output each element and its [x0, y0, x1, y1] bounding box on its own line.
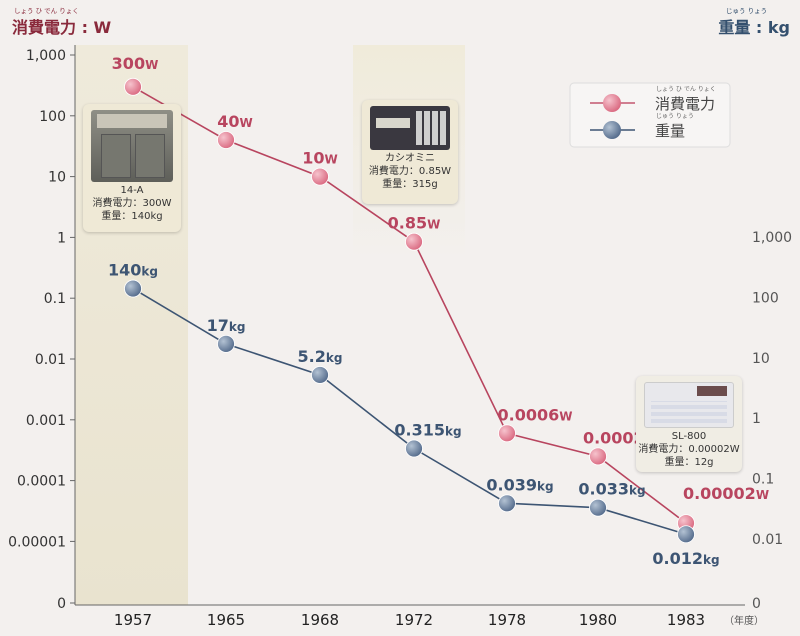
- legend-weight-ruby: じゅう りょう: [656, 113, 694, 120]
- card-weight: 重量：12g: [664, 457, 714, 468]
- right-tick-label: 100: [752, 290, 779, 306]
- data-label: 0.012kg: [652, 549, 719, 568]
- left-tick-label: 0.001: [26, 413, 66, 429]
- card-model: カシオミニ: [385, 153, 435, 164]
- sl800-image: [644, 382, 734, 428]
- legend: しょう ひ でん りょく 消費電力 じゅう りょう 重量: [569, 82, 731, 148]
- x-tick-label: 1983: [667, 611, 705, 629]
- left-tick-label: 100: [39, 109, 66, 125]
- x-tick-label: 1978: [488, 611, 526, 629]
- data-point-marker: [405, 232, 423, 251]
- data-label: 10W: [302, 149, 338, 168]
- casio-mini-image: [370, 106, 450, 150]
- right-tick-label: 10: [752, 351, 770, 367]
- desk-calculator-image: [91, 110, 173, 182]
- right-tick-label: 0.01: [752, 532, 783, 548]
- card-model: 14-A: [120, 185, 144, 196]
- product-card-14a: 14-A 消費電力：300W 重量：140kg: [83, 104, 181, 232]
- left-tick-label: 0.0001: [17, 474, 66, 490]
- x-tick-label: 1965: [207, 611, 245, 629]
- data-label: 40W: [217, 112, 253, 131]
- data-label: 140kg: [108, 261, 158, 280]
- x-ticks: 1957 1965 1968 1972 1978 1980 1983 （年度）: [114, 611, 764, 629]
- left-tick-label: 0.01: [35, 352, 66, 368]
- left-tick-label: 1: [57, 230, 66, 246]
- left-tick-label: 10: [48, 170, 66, 186]
- right-tick-label: 0: [752, 596, 761, 612]
- data-label: 0.039kg: [486, 475, 553, 494]
- right-ticks: 1,000 100 10 1 0.1 0.01 0: [752, 230, 792, 612]
- data-point-marker: [217, 131, 235, 149]
- data-point-marker: [217, 334, 235, 353]
- data-label: 0.033kg: [578, 480, 645, 499]
- legend-marker-weight: [603, 121, 621, 139]
- data-label: 0.315kg: [394, 421, 461, 440]
- card-weight: 重量：315g: [382, 179, 438, 190]
- legend-marker-power: [603, 94, 621, 112]
- x-tick-label: 1968: [301, 611, 339, 629]
- right-axis-label: 重量 : kg: [718, 18, 790, 37]
- data-label: 5.2kg: [298, 347, 343, 366]
- data-label: 0.85W: [388, 214, 441, 233]
- left-tick-label: 0: [57, 596, 66, 612]
- right-tick-label: 1: [752, 411, 761, 427]
- card-power: 消費電力：300W: [92, 198, 172, 209]
- card-weight: 重量：140kg: [101, 211, 163, 222]
- x-tick-label: 1980: [579, 611, 617, 629]
- right-tick-label: 1,000: [752, 230, 792, 246]
- left-axis-ruby: しょう ひ でん りょく: [14, 7, 79, 15]
- data-point-marker: [589, 498, 607, 517]
- left-tick-label: 0.1: [44, 291, 66, 307]
- card-model: SL-800: [671, 431, 707, 442]
- left-axis-label: 消費電力 : W: [12, 18, 112, 37]
- data-label: 17kg: [207, 316, 246, 335]
- series-markers: [124, 77, 695, 544]
- left-ticks: 1,000 100 10 1 0.1 0.01 0.001 0.0001 0.00001 0: [8, 48, 75, 612]
- product-card-casio-mini: カシオミニ 消費電力：0.85W 重量：315g: [362, 100, 458, 204]
- legend-power-ruby: しょう ひ でん りょく: [656, 86, 716, 93]
- legend-power-label: 消費電力: [655, 95, 715, 113]
- data-point-marker: [677, 525, 695, 544]
- x-tick-label: 1972: [395, 611, 433, 629]
- legend-weight-label: 重量: [655, 122, 685, 140]
- data-point-marker: [124, 77, 142, 96]
- data-label: 300W: [112, 54, 159, 73]
- right-axis-ruby: じゅう りょう: [726, 7, 767, 15]
- data-point-marker: [311, 366, 329, 384]
- data-point-marker: [498, 494, 516, 513]
- data-label: 0.00002W: [683, 484, 769, 503]
- data-point-marker: [405, 439, 423, 458]
- data-point-marker: [124, 279, 142, 298]
- left-tick-label: 1,000: [26, 48, 66, 64]
- x-tick-label: 1957: [114, 611, 152, 629]
- right-tick-label: 0.1: [752, 472, 774, 488]
- product-card-sl800: SL-800 消費電力：0.00002W 重量：12g: [636, 376, 742, 472]
- left-tick-label: 0.00001: [8, 534, 66, 550]
- data-label: 0.0006W: [498, 405, 573, 424]
- card-power: 消費電力：0.00002W: [638, 444, 740, 455]
- card-power: 消費電力：0.85W: [368, 166, 452, 177]
- x-axis-suffix: （年度）: [724, 614, 764, 627]
- data-point-marker: [311, 167, 329, 186]
- data-point-marker: [498, 424, 516, 443]
- data-point-marker: [589, 447, 607, 466]
